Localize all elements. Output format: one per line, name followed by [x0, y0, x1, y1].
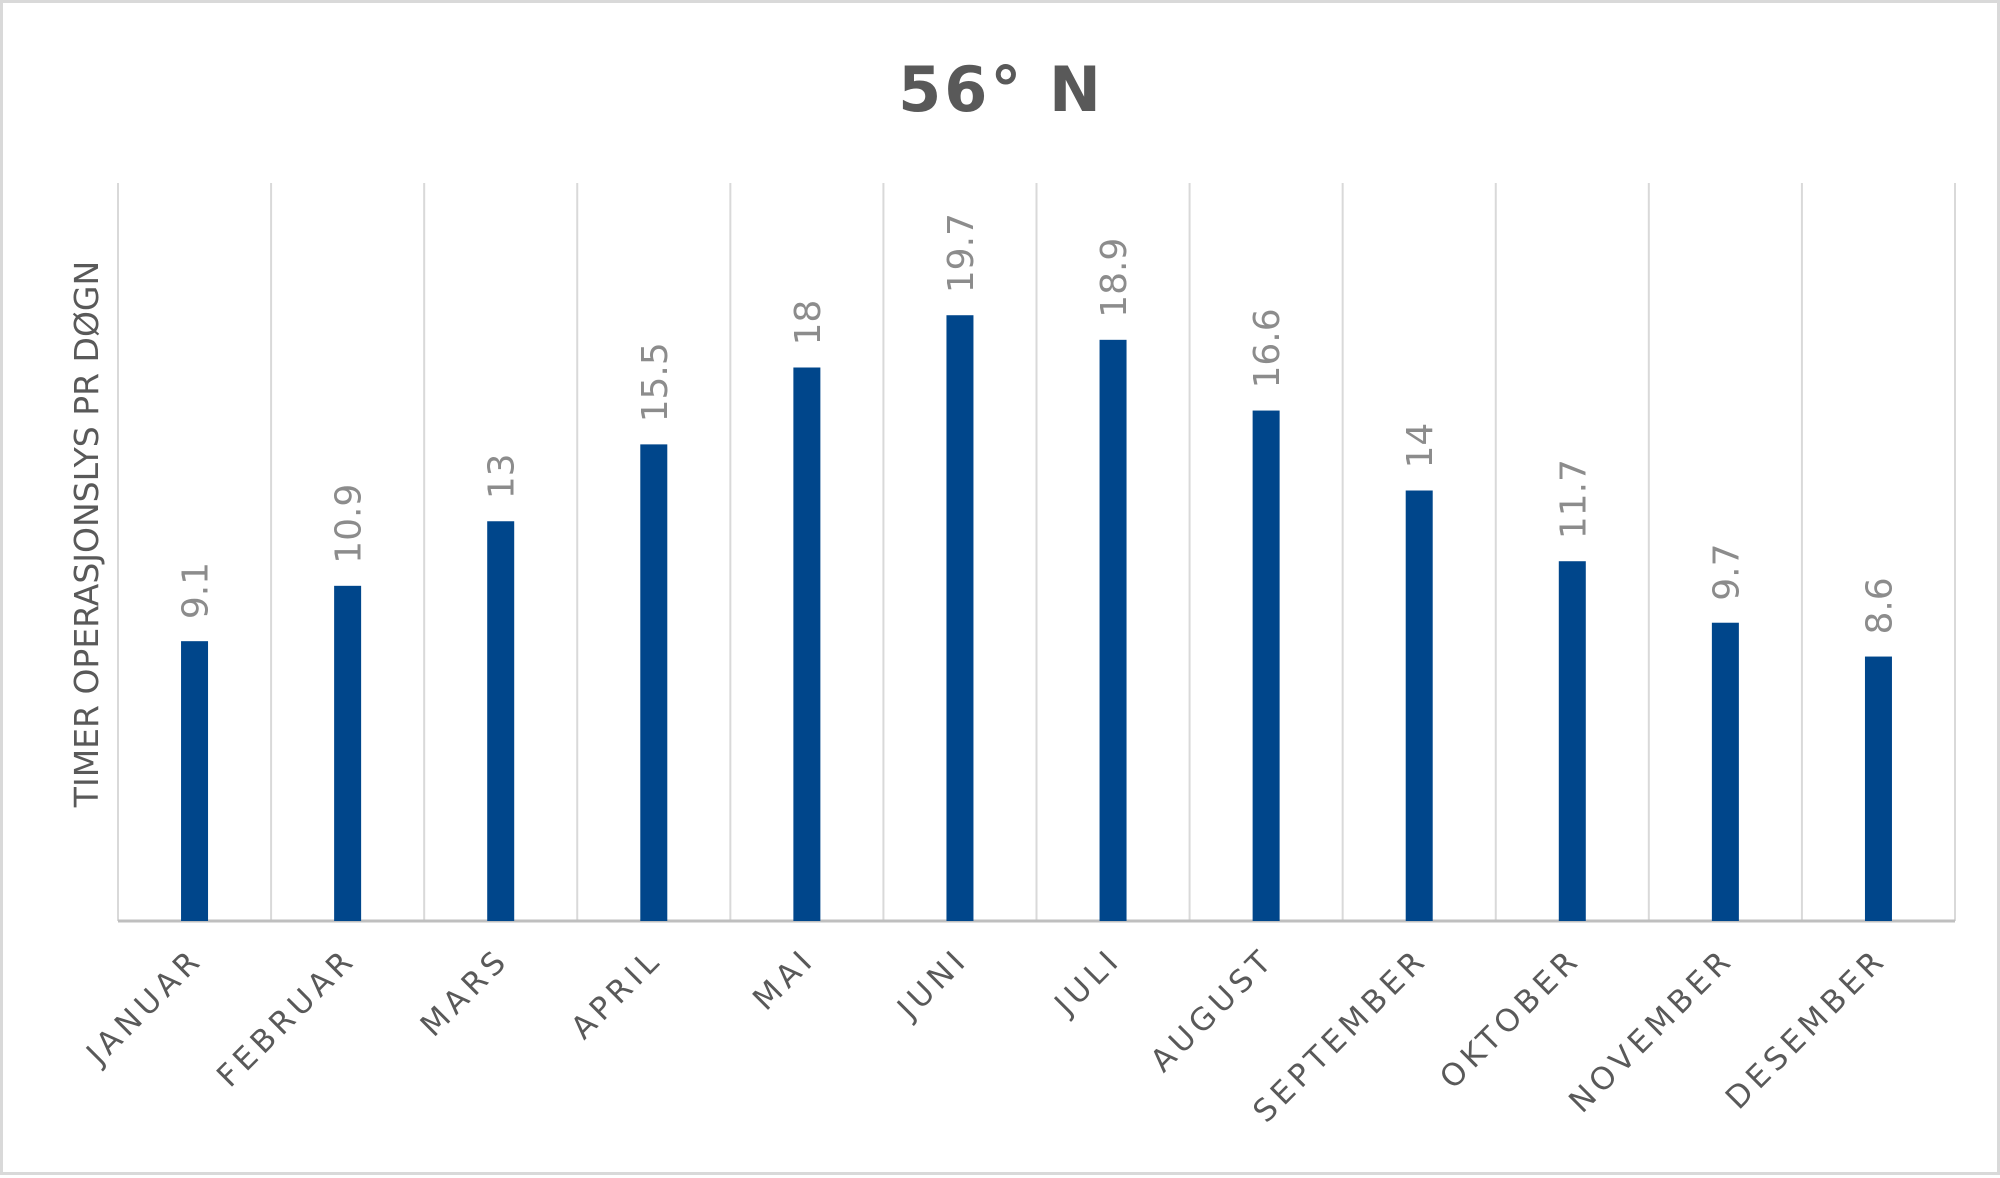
category-label: JUNI: [889, 941, 975, 1027]
category-label: JANUAR: [78, 941, 210, 1073]
bar-desember: [1864, 656, 1892, 921]
data-label: 9.1: [176, 562, 217, 619]
category-label: MAI: [746, 941, 822, 1017]
category-label: MARS: [414, 941, 517, 1044]
category-label: FEBRUAR: [210, 941, 363, 1094]
data-labels: 9.1 10.9 13 15.5 18 19.7 18.9 16.6 14 11.7 9.7 8.6: [176, 213, 1901, 634]
bar-oktober: [1558, 561, 1586, 921]
bar-juli: [1099, 339, 1127, 921]
data-label: 14: [1400, 423, 1441, 469]
bar-februar: [334, 585, 362, 921]
category-labels: JANUAR FEBRUAR MARS APRIL MAI JUNI JULI AUGUSTS…: [78, 941, 1894, 1130]
category-label: APRIL: [564, 941, 669, 1046]
data-label: 16.6: [1247, 308, 1288, 388]
bar-november: [1711, 622, 1739, 921]
bar-april: [640, 444, 668, 921]
data-label: 18: [788, 300, 829, 346]
bar-chart: 56° N TIMER OPERASJONSLYS PR DØGN 9.1 10.…: [67, 53, 1956, 1130]
bars: [181, 315, 1892, 922]
data-label: 11.7: [1553, 459, 1594, 539]
bar-mars: [487, 521, 515, 921]
bar-januar: [181, 641, 209, 921]
bar-juni: [946, 315, 974, 922]
data-label: 15.5: [635, 342, 676, 422]
data-label: 9.7: [1706, 543, 1747, 600]
bar-august: [1252, 410, 1280, 921]
category-label: DESEMBER: [1719, 941, 1894, 1116]
category-label: OKTOBER: [1433, 941, 1588, 1096]
chart-title: 56° N: [898, 53, 1104, 126]
data-label: 8.6: [1859, 577, 1900, 634]
y-axis-label: TIMER OPERASJONSLYS PR DØGN: [67, 261, 106, 808]
data-label: 13: [482, 453, 523, 499]
data-label: 18.9: [1094, 238, 1135, 318]
data-label: 10.9: [329, 484, 370, 564]
gridlines: [117, 183, 1956, 923]
category-label: JULI: [1046, 941, 1128, 1023]
category-label: AUGUST: [1144, 941, 1282, 1079]
bar-september: [1405, 490, 1433, 921]
bar-mai: [793, 367, 821, 921]
data-label: 19.7: [941, 213, 982, 293]
category-label: NOVEMBER: [1562, 941, 1741, 1120]
